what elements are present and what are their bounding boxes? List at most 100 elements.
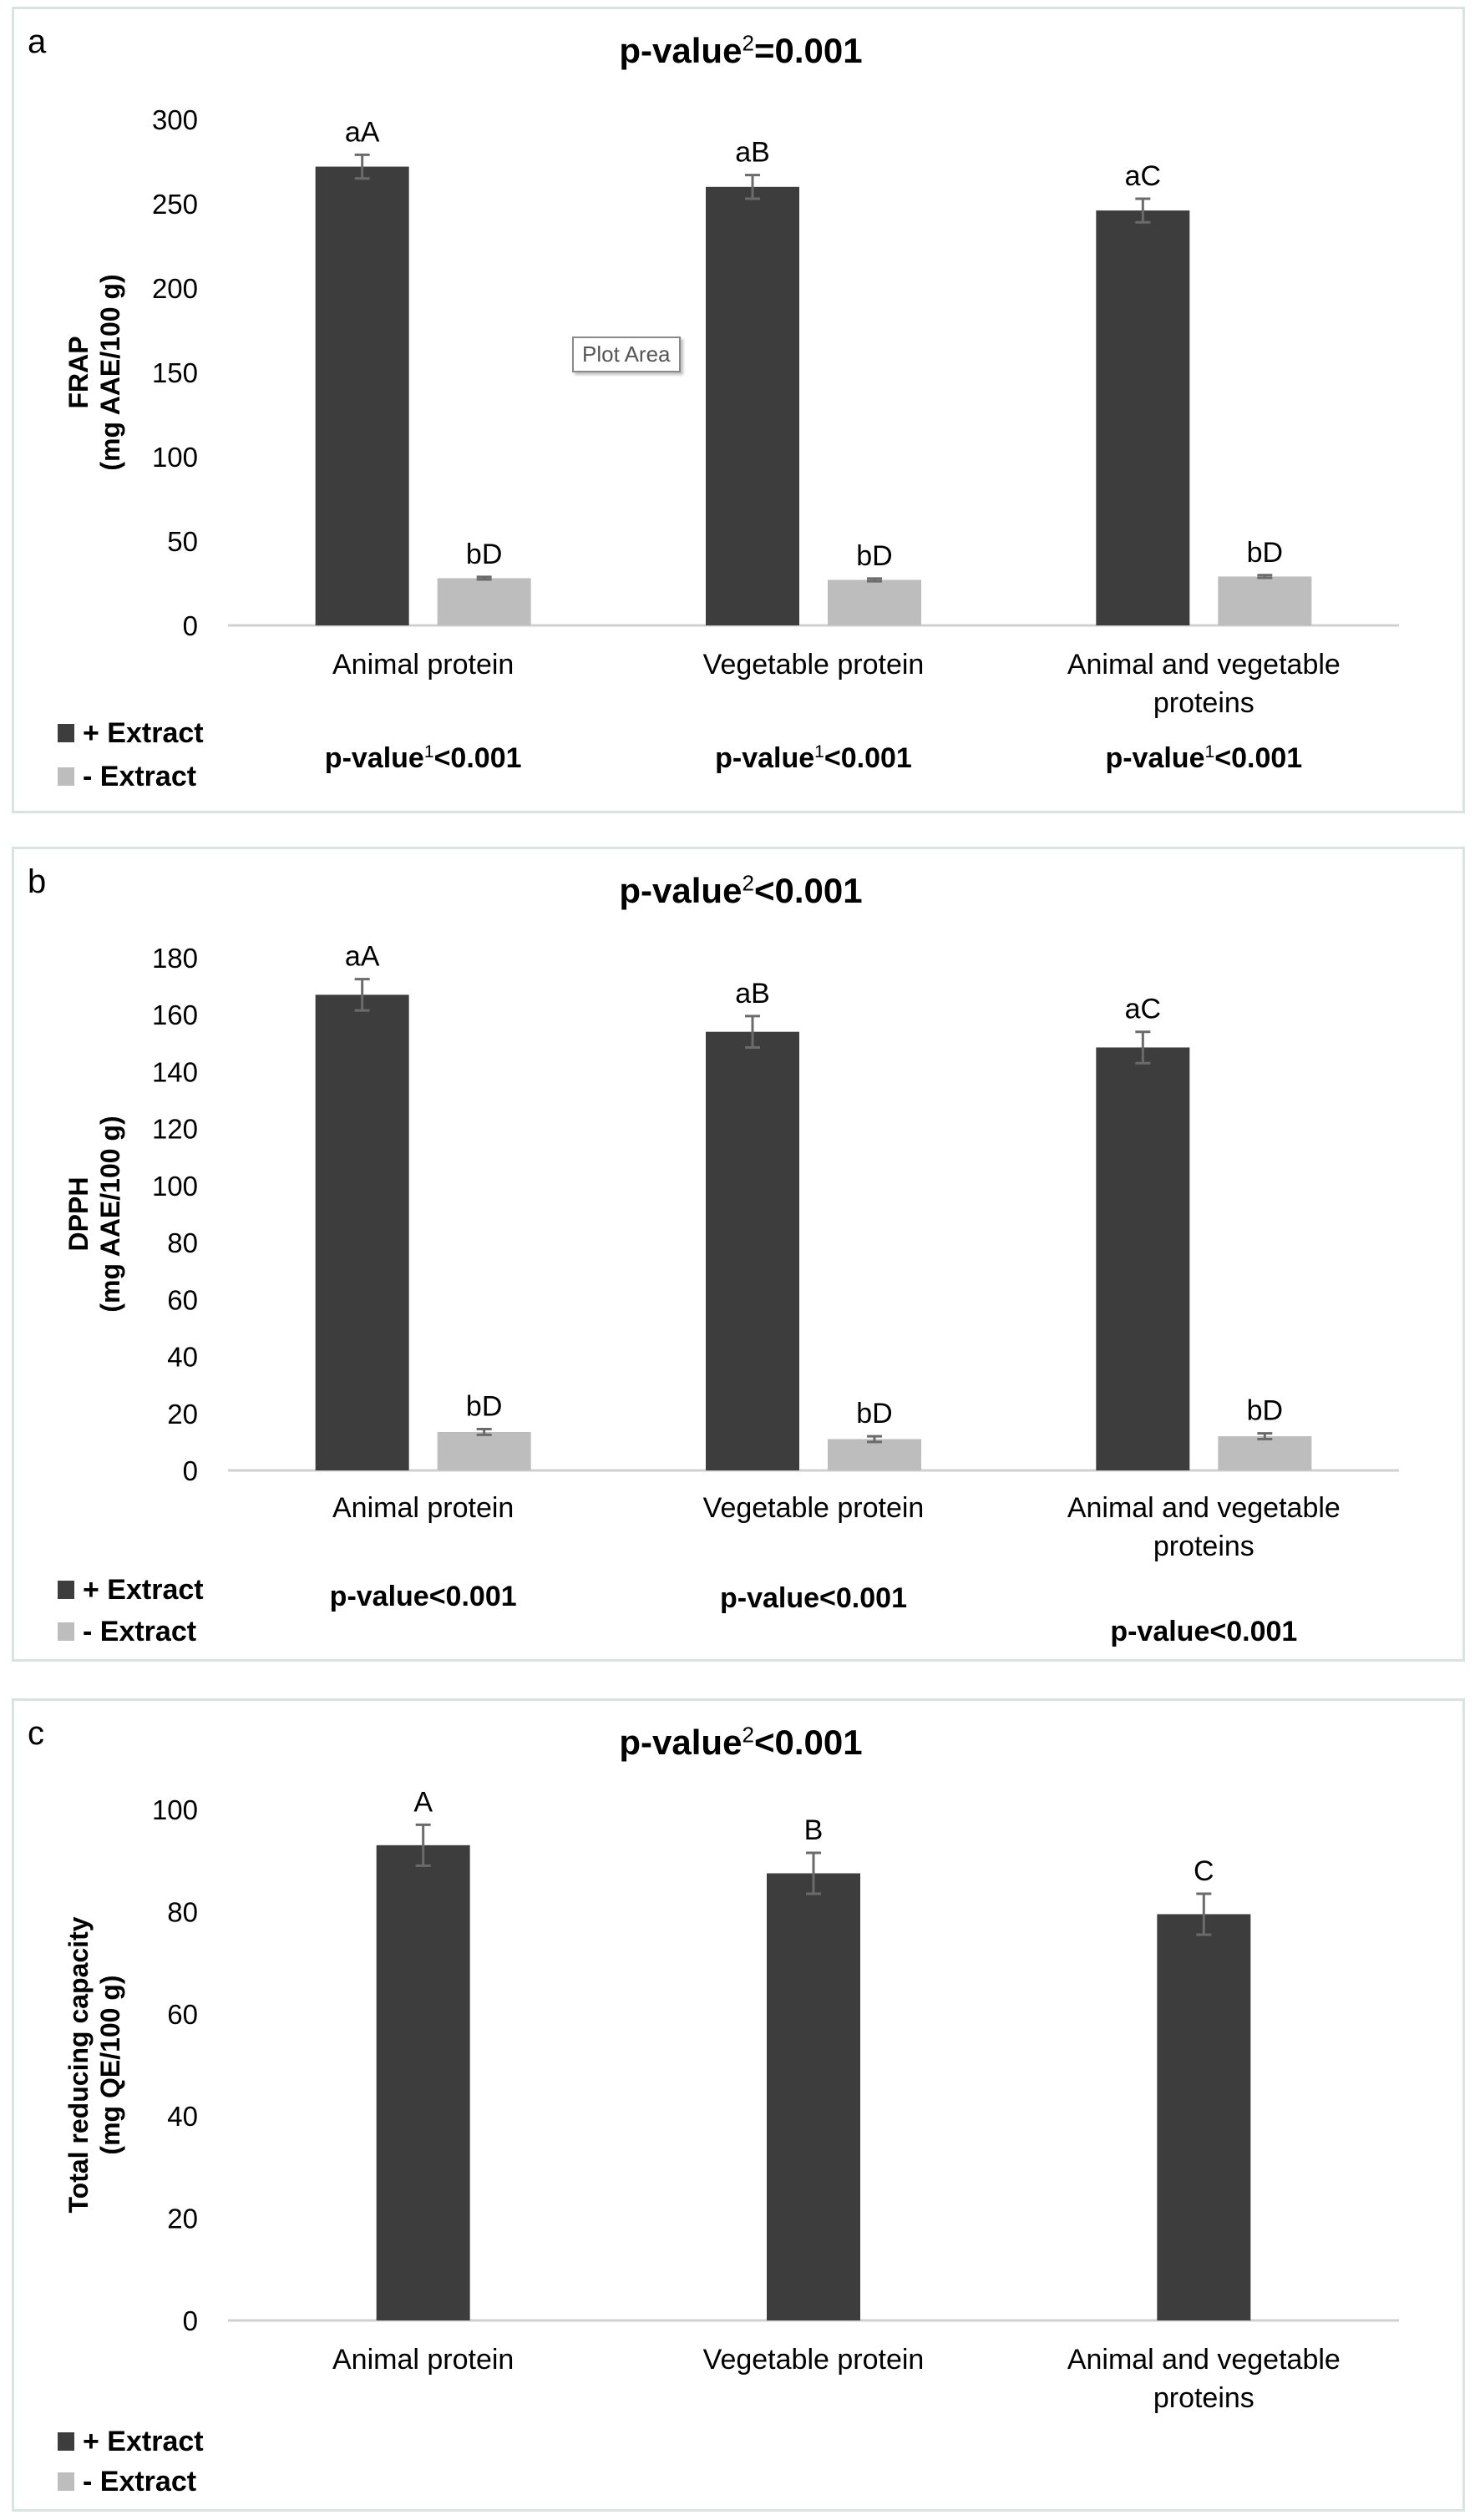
data-label: bD [856,1398,892,1430]
data-label: aB [735,137,770,169]
category-p-value: p-value1<0.001 [715,742,912,774]
x-category-label: Animal protein [332,2344,514,2376]
panel-label: b [28,863,46,900]
x-category-label: Vegetable protein [703,1492,925,1524]
x-category-label: proteins [1153,2382,1254,2414]
y-tick-label: 40 [167,2101,198,2132]
reducing-capacity-chart-svg: c p-value2<0.001 Total reducing capacity (m… [28,1715,1399,2497]
y-tick-label: 60 [167,1999,198,2030]
data-label: B [804,1814,824,1846]
chart-title: p-value2=0.001 [619,30,862,70]
y-tick-label: 180 [152,943,198,974]
bar-plus-2 [706,1031,799,1470]
legend-swatch-plus [58,724,74,742]
chart-title: p-value2<0.001 [619,1722,862,1762]
y-axis-title-line1: Total reducing capacity [63,1916,94,2213]
y-tick-label: 20 [167,2204,198,2234]
panel-a-frap-chart: a p-value2=0.001 FRAP (mg AAE/100 g) 0 50 100 1… [12,7,1465,813]
y-axis-title: Total reducing capacity (mg QE/100 g) [63,1916,125,2213]
bar-minus-2 [828,579,921,625]
legend-label-minus: - Extract [83,1616,196,1647]
chart-title: p-value2<0.001 [619,870,862,910]
bar-minus-1 [437,578,531,625]
y-tick-label: 80 [167,1227,198,1258]
y-tick-label: 0 [183,2305,198,2336]
data-label: aA [345,941,380,973]
y-tick-label: 250 [152,189,198,220]
y-axis-title-line2: (mg AAE/100 g) [95,1116,125,1312]
category-p-value: p-value<0.001 [720,1582,907,1614]
x-category-label: Vegetable protein [703,649,925,681]
y-tick-label: 20 [167,1399,198,1430]
data-label: bD [466,1391,502,1423]
x-category-label: Animal and vegetable [1067,2344,1341,2376]
y-tick-label: 100 [152,1171,198,1202]
bar-plus-3 [1157,1914,1251,2320]
y-axis-title-line2: (mg AAE/100 g) [95,274,125,470]
panel-c-reducing-capacity-chart: c p-value2<0.001 Total reducing capacity (m… [12,1698,1465,2512]
x-category-label: Animal protein [332,649,514,681]
data-label: C [1194,1855,1214,1887]
legend-swatch-minus [58,1622,74,1641]
y-tick-label: 60 [167,1284,198,1315]
bar-plus-1 [315,166,409,625]
y-tick-label: 0 [183,1455,198,1486]
x-category-label: Animal protein [332,1492,514,1524]
data-label: aC [1125,994,1161,1025]
data-label: aB [735,978,770,1010]
x-category-label: proteins [1153,1531,1254,1562]
y-axis-title: FRAP (mg AAE/100 g) [63,274,125,470]
y-tick-label: 120 [152,1114,198,1145]
data-label: bD [856,540,892,572]
legend-label-plus: + Extract [83,1574,204,1606]
category-p-value: p-value<0.001 [330,1581,517,1612]
data-label: bD [1247,1395,1283,1427]
category-p-value: p-value1<0.001 [1105,742,1302,774]
dpph-chart-svg: b p-value2<0.001 DPPH (mg AAE/100 g) 0 20 40 60… [28,863,1399,1647]
data-label: aA [345,116,380,148]
legend-swatch-plus [58,2432,74,2451]
legend-swatch-minus [58,767,74,786]
frap-chart-svg: a p-value2=0.001 FRAP (mg AAE/100 g) 0 50 100 1… [28,23,1399,792]
legend-label-plus: + Extract [83,717,204,749]
y-tick-label: 100 [152,1794,198,1825]
panel-b-dpph-chart: b p-value2<0.001 DPPH (mg AAE/100 g) 0 20 40 60… [12,847,1465,1662]
bar-plus-3 [1096,210,1190,625]
legend-swatch-minus [58,2472,74,2491]
bar-minus-3 [1218,576,1312,625]
y-tick-label: 100 [152,442,198,473]
category-p-value: p-value<0.001 [1110,1616,1297,1647]
legend-label-minus: - Extract [83,761,196,792]
plot-area-tooltip: Plot Area [572,337,681,372]
x-category-label: Animal and vegetable [1067,649,1341,681]
bar-plus-1 [376,1844,470,2320]
bar-plus-3 [1096,1047,1190,1470]
category-p-value: p-value1<0.001 [325,742,522,774]
y-tick-label: 0 [183,610,198,641]
y-tick-label: 300 [152,104,198,135]
legend-swatch-plus [58,1581,74,1599]
x-category-label: Animal and vegetable [1067,1492,1341,1524]
y-tick-label: 50 [167,526,198,557]
bar-plus-2 [767,1873,860,2320]
bar-plus-1 [315,994,409,1470]
x-category-label: proteins [1153,687,1254,719]
bar-minus-1 [437,1431,531,1470]
data-label: aC [1125,160,1161,192]
data-label: A [413,1786,433,1818]
y-tick-label: 150 [152,357,198,388]
x-category-label: Vegetable protein [703,2344,925,2376]
data-label: bD [1247,537,1283,569]
y-tick-label: 80 [167,1896,198,1927]
bar-minus-3 [1218,1436,1312,1470]
y-tick-label: 200 [152,273,198,304]
legend-label-plus: + Extract [83,2426,204,2457]
y-tick-label: 160 [152,999,198,1030]
y-axis-title-line1: DPPH [63,1177,94,1252]
data-label: bD [466,539,502,570]
panel-label: c [28,1715,44,1752]
y-tick-label: 40 [167,1342,198,1373]
y-axis-title-line1: FRAP [63,336,94,408]
y-tick-label: 140 [152,1056,198,1087]
y-axis-title-line2: (mg QE/100 g) [95,1975,125,2154]
